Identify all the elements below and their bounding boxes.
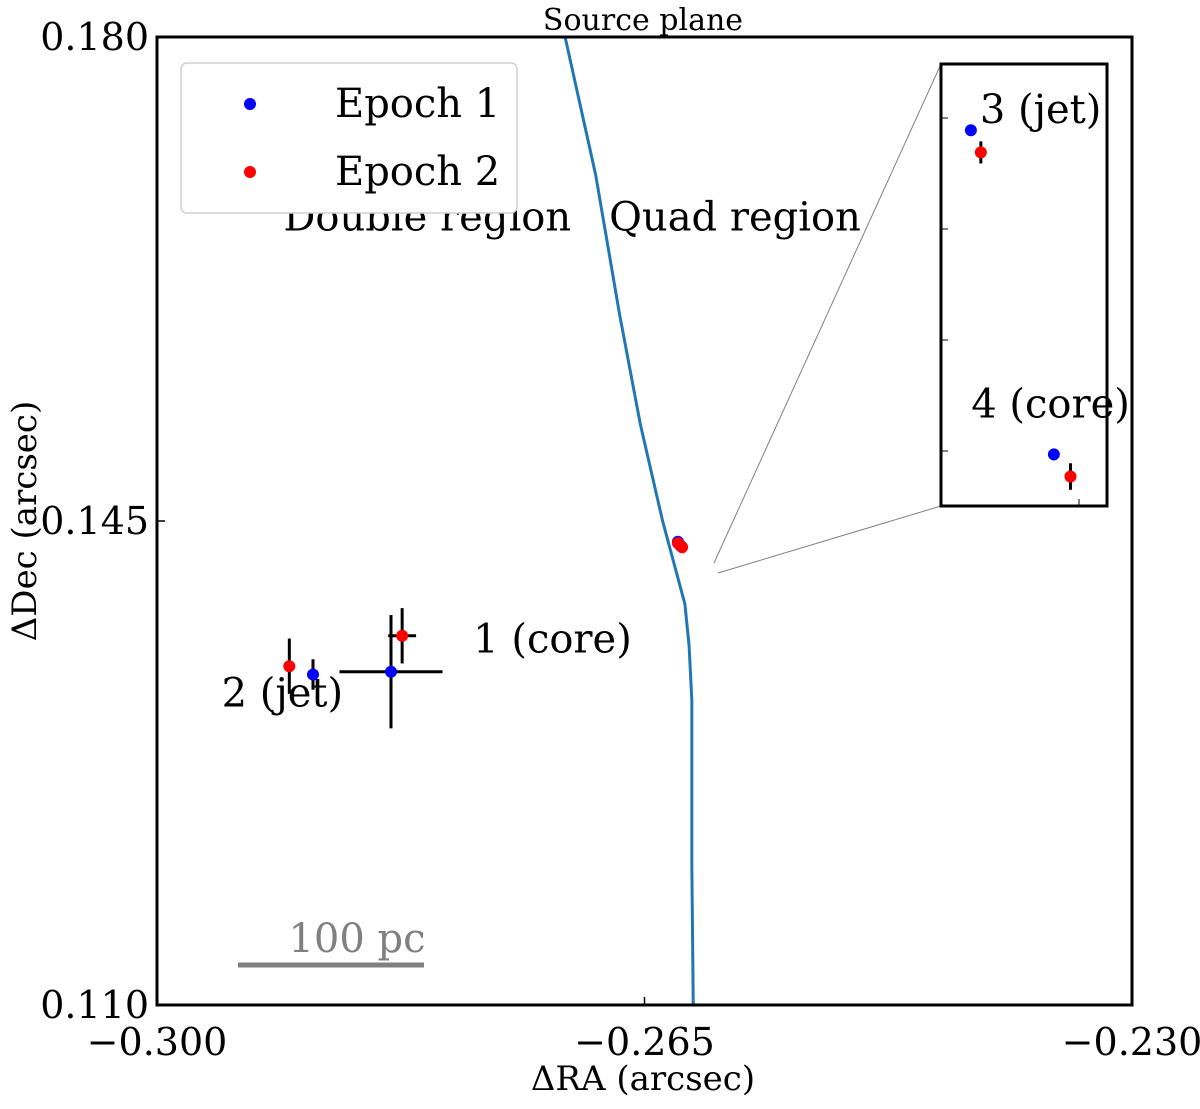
- data-point-epoch-2: [396, 629, 409, 642]
- legend-marker-epoch-2: [244, 166, 256, 178]
- data-point-epoch-1: [307, 668, 319, 681]
- inset-point-epoch-2: [974, 146, 987, 159]
- x-axis: −0.300 −0.265 −0.230: [87, 997, 1200, 1064]
- image-1-core-label: 1 (core): [473, 616, 632, 662]
- quad-region-label: Quad region: [609, 195, 861, 241]
- zoom-line-top: [713, 63, 942, 564]
- caustic-curve: [563, 37, 695, 1005]
- data-point-epoch-1: [385, 665, 397, 678]
- legend: Epoch 1 Epoch 2: [180, 62, 518, 214]
- legend-box: [180, 62, 518, 214]
- inset-frame: [939, 62, 1109, 508]
- x-tick-label: −0.230: [1062, 1020, 1200, 1064]
- image-3-jet-label: 3 (jet): [980, 87, 1102, 133]
- chart-title: Source plane: [543, 3, 743, 38]
- inset-point-epoch-2: [1064, 470, 1077, 483]
- scale-bar-label: 100 pc: [288, 916, 425, 962]
- x-tick-label: −0.265: [574, 1020, 715, 1064]
- zoom-line-bottom: [717, 505, 942, 574]
- legend-label-epoch-1: Epoch 1: [335, 81, 500, 127]
- y-axis: 0.110 0.145 0.180: [40, 15, 165, 1027]
- inset-panel: 3 (jet) 4 (core): [939, 62, 1130, 508]
- image-2-jet-label: 2 (jet): [222, 670, 344, 716]
- data-point-epoch-2: [283, 660, 296, 673]
- data-point-epoch-2: [676, 541, 689, 554]
- inset-point-epoch-1: [1047, 448, 1060, 461]
- y-axis-label: ΔDec (arcsec): [5, 401, 45, 642]
- main-data-points: [283, 535, 689, 729]
- inset-data-points: [964, 124, 1077, 490]
- image-4-core-label: 4 (core): [971, 382, 1130, 428]
- x-axis-label: ΔRA (arcsec): [531, 1059, 755, 1099]
- inset-point-epoch-1: [964, 124, 977, 137]
- legend-label-epoch-2: Epoch 2: [335, 149, 500, 195]
- y-tick-label: 0.110: [40, 983, 149, 1027]
- x-tick-label: −0.300: [87, 1020, 228, 1064]
- legend-marker-epoch-1: [244, 98, 256, 110]
- y-tick-label: 0.145: [40, 499, 149, 543]
- y-tick-label: 0.180: [40, 15, 149, 59]
